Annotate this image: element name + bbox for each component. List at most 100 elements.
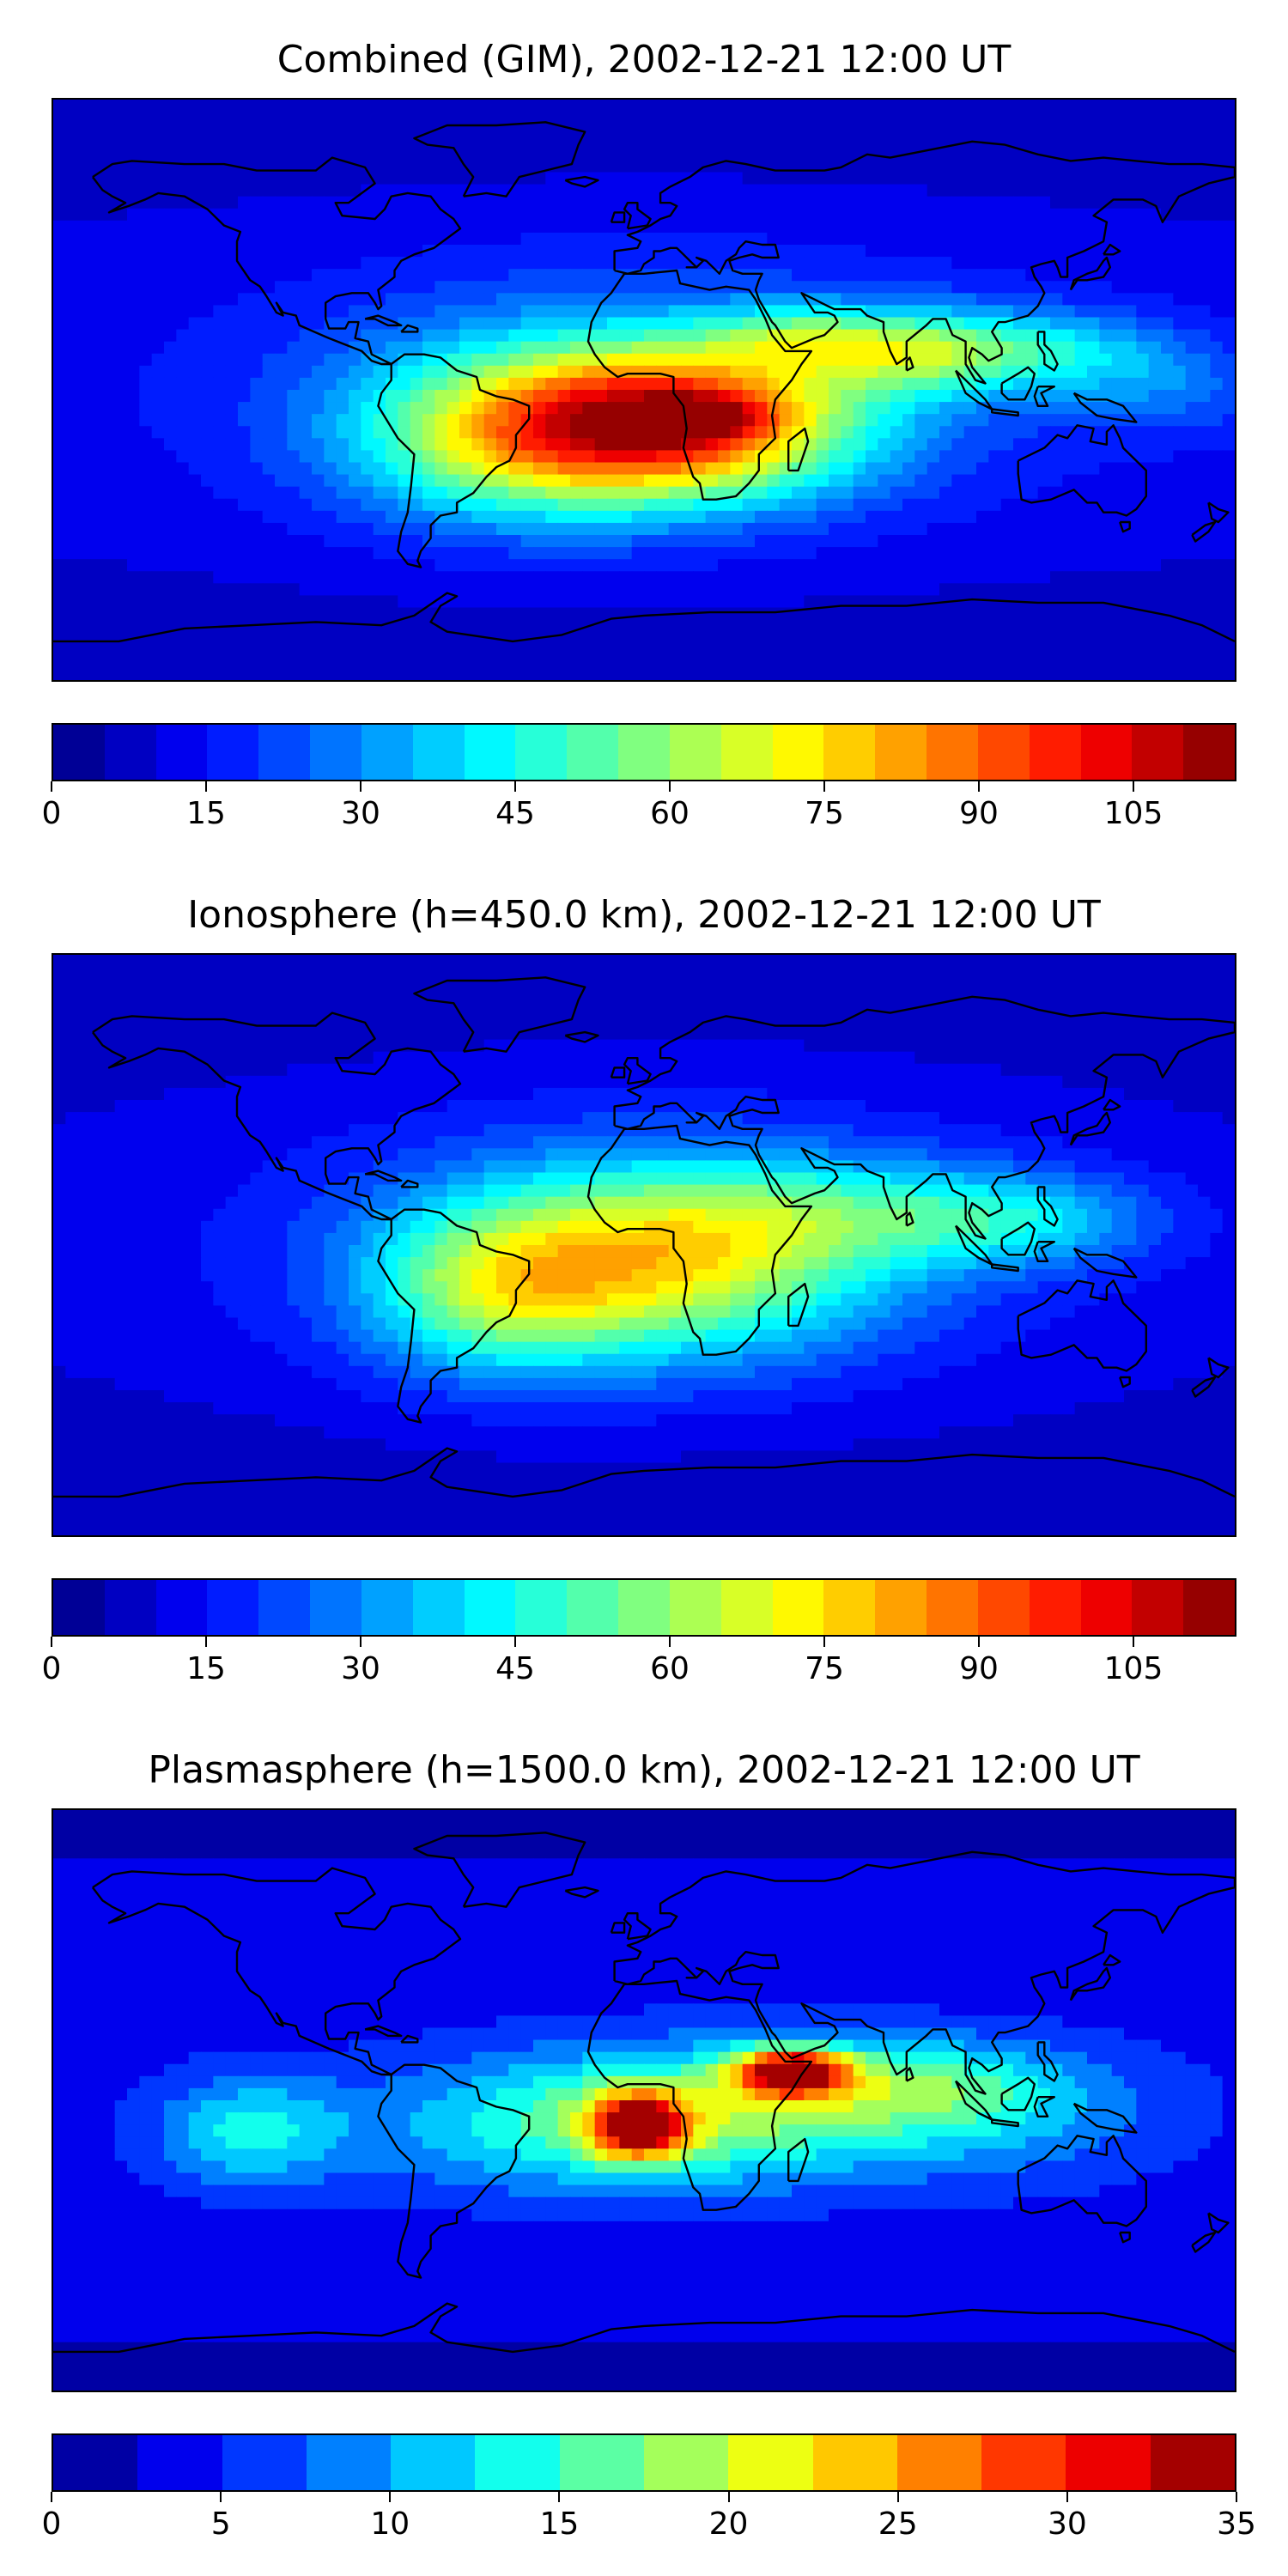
tec-cell [607,474,620,488]
tec-cell [1111,281,1125,294]
tec-cell [373,112,386,125]
tec-cell [471,390,485,403]
tec-cell [1173,450,1187,464]
tec-cell [1124,353,1137,367]
tec-cell [65,619,79,633]
tec-cell [275,522,288,536]
tec-cell [508,619,522,633]
tec-cell [866,607,878,621]
tec-cell [434,522,448,536]
tec-cell [1111,583,1125,597]
tec-cell [1074,281,1088,294]
tec-cell [582,547,596,560]
tec-cell [681,377,694,391]
tec-cell [1136,341,1150,355]
tec-cell [878,281,891,294]
tec-cell [594,571,608,584]
tec-cell [963,341,977,355]
tec-cell [1099,595,1113,609]
tec-cell [705,329,719,343]
tec-cell [1025,522,1039,536]
tec-cell [742,450,756,464]
tec-cell [545,124,559,137]
tec-cell [693,631,707,645]
tec-cell [250,293,264,307]
tec-cell [1000,547,1014,560]
tec-cell [976,172,989,185]
tec-cell [336,281,349,294]
tec-cell [361,402,374,415]
tec-cell [213,148,227,161]
tec-cell [1124,498,1137,512]
tec-cell [275,450,288,464]
tec-cell [792,631,805,645]
tec-cell [1099,535,1113,548]
tec-cell [1000,535,1014,548]
tec-cell [1185,643,1199,657]
tec-cell [1124,667,1137,680]
tec-cell [1050,172,1063,185]
tec-cell [1013,583,1026,597]
tec-cell [1210,365,1224,379]
tec-cell [386,232,398,246]
tec-cell [570,955,583,968]
tec-cell [114,377,128,391]
tec-cell [1222,643,1235,657]
tec-cell [718,955,731,968]
tec-cell [988,486,1002,500]
tec-cell [1210,426,1224,439]
tec-cell [1136,257,1150,270]
tec-cell [238,607,251,621]
tec-cell [127,160,140,173]
tec-cell [1037,160,1051,173]
tec-cell [841,377,854,391]
tec-cell [693,317,707,331]
tec-cell [1025,232,1039,246]
tec-cell [398,281,411,294]
tec-cell [434,450,448,464]
tec-cell [755,377,768,391]
tec-cell [890,510,903,524]
tec-cell [1161,269,1174,282]
tec-cell [287,390,301,403]
tec-cell [951,269,965,282]
tec-cell [373,281,386,294]
tec-cell [1074,655,1088,669]
tec-cell [139,474,153,488]
tec-cell [927,474,940,488]
tec-cell [963,571,977,584]
tec-cell [570,317,583,331]
tec-cell [275,498,288,512]
tec-cell [582,955,596,968]
tec-cell [508,220,522,234]
tec-cell [976,281,989,294]
tec-cell [1062,390,1076,403]
tec-cell [792,510,805,524]
tec-cell [631,305,645,319]
tec-cell [151,365,165,379]
tec-cell [730,100,744,112]
tec-cell [77,112,91,125]
tec-cell [607,305,620,319]
tec-cell [853,631,866,645]
tec-cell [483,232,497,246]
tec-cell [668,667,682,680]
tec-cell [644,498,657,512]
tec-cell [447,522,460,536]
tec-cell [102,390,116,403]
tec-cell [1124,160,1137,173]
tec-cell [619,257,633,270]
tec-cell [447,559,460,572]
tec-cell [422,148,435,161]
tec-cell [373,643,386,657]
tec-cell [1074,341,1088,355]
tec-cell [102,136,116,149]
tec-cell [718,196,731,210]
tec-cell [767,979,781,992]
tec-cell [386,341,398,355]
tec-cell [779,595,793,609]
tec-cell [386,595,398,609]
tec-cell [902,112,915,125]
tec-cell [164,196,177,210]
tec-cell [866,100,878,112]
